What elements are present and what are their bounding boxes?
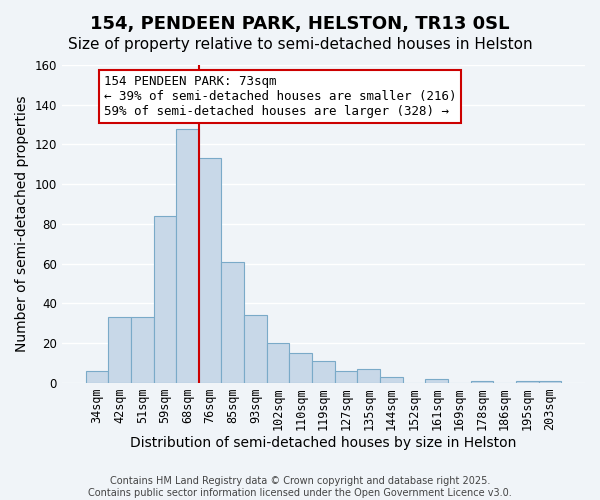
Text: 154 PENDEEN PARK: 73sqm
← 39% of semi-detached houses are smaller (216)
59% of s: 154 PENDEEN PARK: 73sqm ← 39% of semi-de… [104,75,456,118]
Bar [380,377,403,383]
Bar [289,353,312,383]
Bar [108,318,131,383]
Y-axis label: Number of semi-detached properties: Number of semi-detached properties [15,96,29,352]
Bar [358,369,380,383]
Bar [335,371,358,383]
Bar [86,371,108,383]
X-axis label: Distribution of semi-detached houses by size in Helston: Distribution of semi-detached houses by … [130,436,517,450]
Bar [312,361,335,383]
Bar [470,381,493,383]
Bar [267,343,289,383]
Bar [131,318,154,383]
Bar [539,381,561,383]
Bar [244,316,267,383]
Bar [221,262,244,383]
Text: Contains HM Land Registry data © Crown copyright and database right 2025.: Contains HM Land Registry data © Crown c… [110,476,490,486]
Text: 154, PENDEEN PARK, HELSTON, TR13 0SL: 154, PENDEEN PARK, HELSTON, TR13 0SL [90,15,510,33]
Bar [516,381,539,383]
Text: Size of property relative to semi-detached houses in Helston: Size of property relative to semi-detach… [68,38,532,52]
Bar [154,216,176,383]
Bar [425,379,448,383]
Text: Contains public sector information licensed under the Open Government Licence v3: Contains public sector information licen… [88,488,512,498]
Bar [199,158,221,383]
Bar [176,128,199,383]
